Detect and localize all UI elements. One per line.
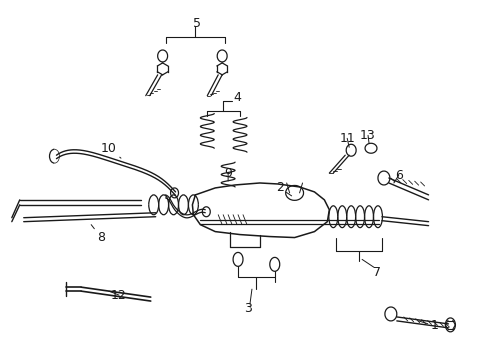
Text: 6: 6 xyxy=(393,168,402,183)
Text: 1: 1 xyxy=(418,319,438,332)
Text: 7: 7 xyxy=(372,266,380,279)
Text: 8: 8 xyxy=(91,225,105,244)
Text: 11: 11 xyxy=(339,132,354,147)
Text: 4: 4 xyxy=(233,91,241,104)
Text: 13: 13 xyxy=(360,129,375,143)
Text: 10: 10 xyxy=(101,142,121,158)
Text: 5: 5 xyxy=(193,17,201,30)
Text: 2: 2 xyxy=(275,181,291,196)
Text: 12: 12 xyxy=(109,289,126,302)
Text: 3: 3 xyxy=(244,302,251,315)
Text: 9: 9 xyxy=(224,167,232,181)
